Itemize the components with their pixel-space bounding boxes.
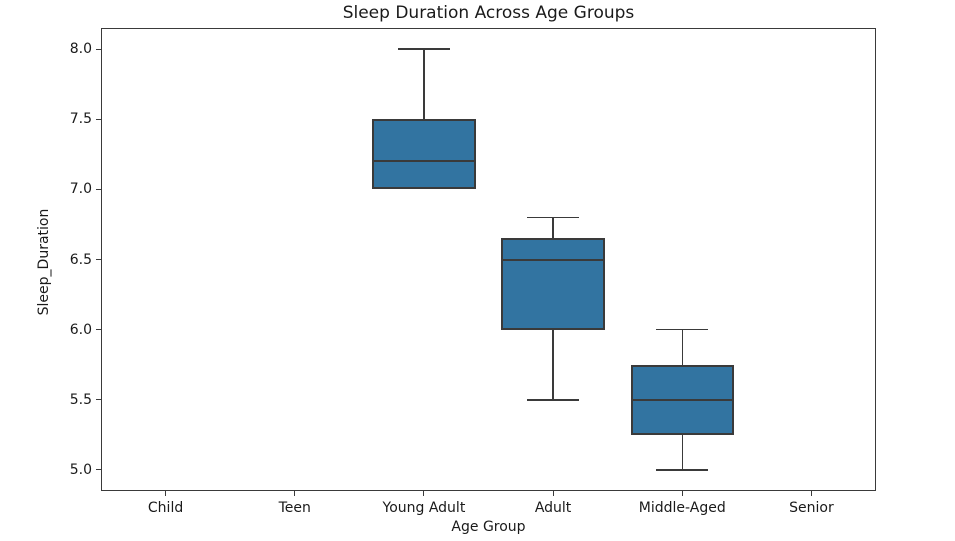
y-tick-mark bbox=[96, 118, 101, 120]
box-adult bbox=[501, 238, 605, 330]
plot-area bbox=[101, 28, 876, 491]
chart-title: Sleep Duration Across Age Groups bbox=[342, 3, 635, 23]
median-adult bbox=[501, 258, 605, 261]
y-tick-label: 8.0 bbox=[69, 41, 92, 58]
box-young-adult bbox=[372, 119, 476, 190]
x-tick-mark bbox=[810, 491, 812, 496]
x-tick-mark bbox=[294, 491, 296, 496]
whisker-upper-young-adult bbox=[423, 49, 425, 120]
x-tick-mark bbox=[423, 491, 425, 496]
y-tick-label: 6.5 bbox=[69, 251, 92, 268]
x-tick-mark bbox=[165, 491, 167, 496]
y-tick-mark bbox=[96, 329, 101, 331]
x-tick-label: Adult bbox=[534, 500, 572, 516]
whisker-cap-lower-adult bbox=[527, 399, 579, 401]
x-tick-label: Senior bbox=[789, 500, 834, 516]
x-tick-mark bbox=[552, 491, 554, 496]
x-tick-label: Middle-Aged bbox=[638, 500, 726, 516]
whisker-cap-upper-young-adult bbox=[398, 48, 450, 50]
whisker-cap-upper-adult bbox=[527, 216, 579, 219]
whisker-upper-adult bbox=[552, 217, 554, 239]
whisker-lower-adult bbox=[552, 329, 554, 400]
y-tick-mark bbox=[96, 469, 101, 471]
x-axis-label: Age Group bbox=[451, 519, 526, 535]
y-tick-label: 7.0 bbox=[69, 181, 92, 198]
x-tick-label: Young Adult bbox=[382, 500, 466, 516]
y-tick-mark bbox=[96, 188, 101, 190]
x-tick-mark bbox=[681, 491, 683, 496]
y-tick-label: 7.5 bbox=[69, 111, 92, 128]
whisker-cap-lower-middle-aged bbox=[656, 469, 709, 471]
y-tick-mark bbox=[96, 259, 101, 260]
whisker-cap-upper-middle-aged bbox=[656, 328, 709, 331]
y-tick-label: 6.0 bbox=[69, 321, 92, 338]
x-tick-label: Teen bbox=[278, 500, 311, 516]
y-tick-label: 5.5 bbox=[69, 391, 92, 408]
y-tick-mark bbox=[96, 48, 101, 50]
y-tick-label: 5.0 bbox=[69, 461, 92, 478]
x-tick-label: Child bbox=[147, 500, 184, 516]
y-tick-mark bbox=[96, 399, 101, 401]
whisker-lower-middle-aged bbox=[681, 434, 683, 470]
median-young-adult bbox=[372, 160, 476, 163]
median-middle-aged bbox=[630, 398, 734, 401]
whisker-upper-middle-aged bbox=[681, 329, 683, 365]
